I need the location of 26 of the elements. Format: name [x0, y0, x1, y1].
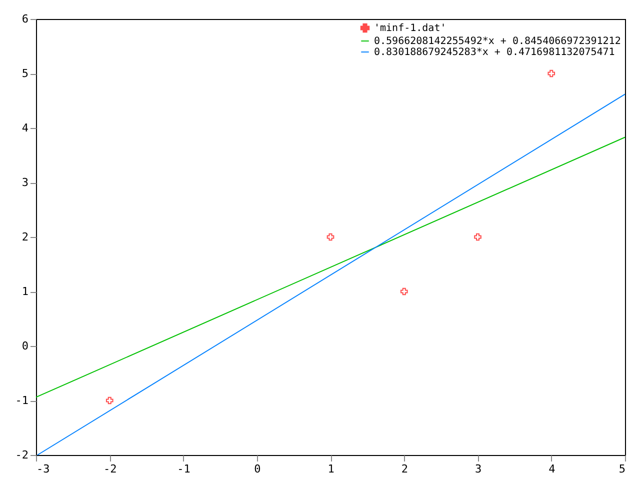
y-tick-label: 1 — [22, 285, 28, 298]
point — [474, 233, 482, 241]
x-tick-label: 5 — [618, 462, 626, 476]
point — [326, 233, 334, 241]
y-tick-label: 3 — [22, 176, 28, 189]
legend-label: 'minf-1.dat' — [374, 23, 446, 34]
legend-label: 0.830188679245283*x + 0.4716981132075471 — [374, 47, 615, 58]
x-tick-label: 1 — [328, 462, 334, 476]
x-tick-label: 4 — [548, 462, 556, 476]
point — [400, 288, 408, 296]
legend-label: 0.5966208142255492*x + 0.8454066972391212 — [374, 36, 621, 47]
y-tick-label: 6 — [22, 12, 28, 26]
x-tick-label: -1 — [177, 462, 190, 476]
y-tick-label: 2 — [22, 230, 28, 244]
y-tick-label: 4 — [22, 122, 29, 134]
x-tick-label: -2 — [104, 462, 117, 476]
point — [106, 396, 114, 404]
y-tick-label: 5 — [22, 67, 28, 80]
point — [548, 70, 556, 78]
y-tick-label: -2 — [15, 448, 28, 462]
x-tick-label: 0 — [254, 462, 261, 476]
y-tick-label: 0 — [22, 340, 28, 352]
y-tick-label: -1 — [15, 394, 28, 407]
x-tick-label: 3 — [474, 462, 482, 476]
x-tick-label: 2 — [401, 462, 408, 476]
x-tick-label: -3 — [36, 462, 50, 476]
